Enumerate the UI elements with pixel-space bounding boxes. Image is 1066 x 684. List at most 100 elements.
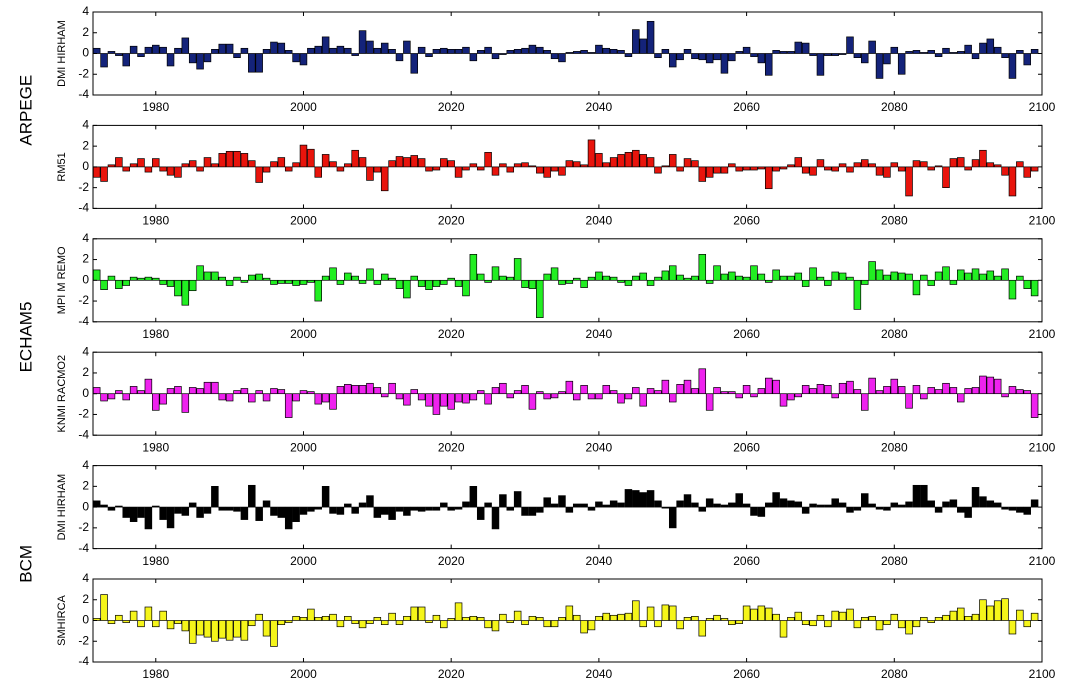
bar — [307, 279, 315, 283]
bar — [373, 47, 382, 54]
bar — [816, 614, 825, 621]
bar — [1001, 506, 1009, 510]
bar — [358, 157, 367, 168]
bar — [137, 277, 145, 281]
bar — [639, 492, 647, 508]
bar — [351, 53, 359, 56]
bar — [417, 279, 426, 287]
bar — [469, 486, 478, 508]
bar — [661, 604, 670, 621]
x-tick-label: 2060 — [733, 327, 760, 341]
bar — [218, 43, 226, 54]
bar — [292, 279, 300, 286]
bar — [971, 613, 980, 621]
bar — [993, 600, 1002, 621]
x-tick-label: 2080 — [881, 327, 908, 341]
bar — [905, 51, 913, 54]
bar — [624, 279, 633, 286]
bar — [159, 393, 167, 405]
bar — [211, 48, 219, 54]
bar — [100, 594, 108, 621]
bar — [772, 269, 780, 281]
bar — [779, 393, 788, 407]
bar — [432, 614, 441, 621]
bar — [137, 620, 145, 628]
bar — [307, 391, 315, 395]
bar — [875, 620, 884, 631]
bar — [868, 163, 876, 168]
y-tick-label: 2 — [82, 138, 89, 152]
bar — [1016, 506, 1024, 513]
bar — [440, 502, 448, 508]
bar — [144, 506, 153, 530]
bar — [897, 386, 906, 395]
bar — [203, 53, 212, 63]
bar — [122, 393, 130, 401]
y-tick-label: -2 — [78, 520, 89, 534]
bar — [934, 53, 943, 57]
bar — [587, 276, 596, 281]
bar — [875, 53, 884, 79]
bar — [144, 46, 153, 54]
bar — [875, 390, 884, 395]
bar — [646, 157, 655, 168]
bar — [764, 166, 773, 190]
x-tick-label: 2080 — [881, 440, 908, 454]
bar — [595, 271, 603, 281]
bar — [558, 53, 566, 63]
bar — [868, 377, 876, 395]
y-tick-label: -2 — [78, 293, 89, 307]
bar — [713, 265, 721, 281]
bar — [233, 53, 241, 59]
bar — [861, 159, 869, 168]
bar — [152, 393, 160, 411]
bar — [868, 261, 876, 281]
bar — [336, 620, 345, 628]
bar — [920, 274, 928, 281]
bar — [824, 504, 832, 508]
bar — [742, 276, 751, 281]
bar — [927, 50, 935, 54]
bar — [890, 502, 899, 508]
bar — [609, 614, 618, 621]
y-tick-label: -4 — [78, 314, 89, 328]
x-tick-label: 2020 — [438, 100, 465, 114]
bar — [476, 390, 485, 395]
bar — [861, 393, 869, 411]
bar — [750, 506, 758, 516]
bar — [824, 620, 832, 628]
bar — [639, 154, 647, 168]
bar — [772, 166, 780, 172]
bar — [240, 279, 249, 283]
bar — [757, 506, 766, 517]
bar — [321, 36, 330, 54]
bar — [816, 276, 825, 281]
x-tick-label: 2100 — [1029, 667, 1056, 681]
bar — [920, 161, 928, 168]
y-tick-label: -2 — [78, 633, 89, 647]
bar — [336, 386, 345, 395]
bar — [654, 276, 662, 281]
bar — [240, 153, 249, 168]
bar — [344, 163, 352, 168]
bar — [683, 379, 692, 395]
y-tick-label: 2 — [82, 592, 89, 606]
x-tick-label: 2060 — [733, 100, 760, 114]
bar — [986, 500, 995, 508]
bar — [476, 50, 485, 54]
bar — [425, 506, 433, 511]
bar — [920, 52, 928, 54]
bar — [846, 608, 854, 621]
bar — [521, 47, 529, 54]
bar — [691, 615, 699, 621]
bar — [668, 605, 677, 621]
bar — [196, 620, 204, 636]
bar — [668, 265, 677, 281]
bar — [912, 279, 921, 296]
bar — [277, 389, 286, 395]
bar — [713, 166, 721, 174]
bar — [358, 620, 367, 629]
bar — [344, 47, 352, 54]
bar — [713, 503, 721, 508]
bar — [602, 47, 611, 54]
